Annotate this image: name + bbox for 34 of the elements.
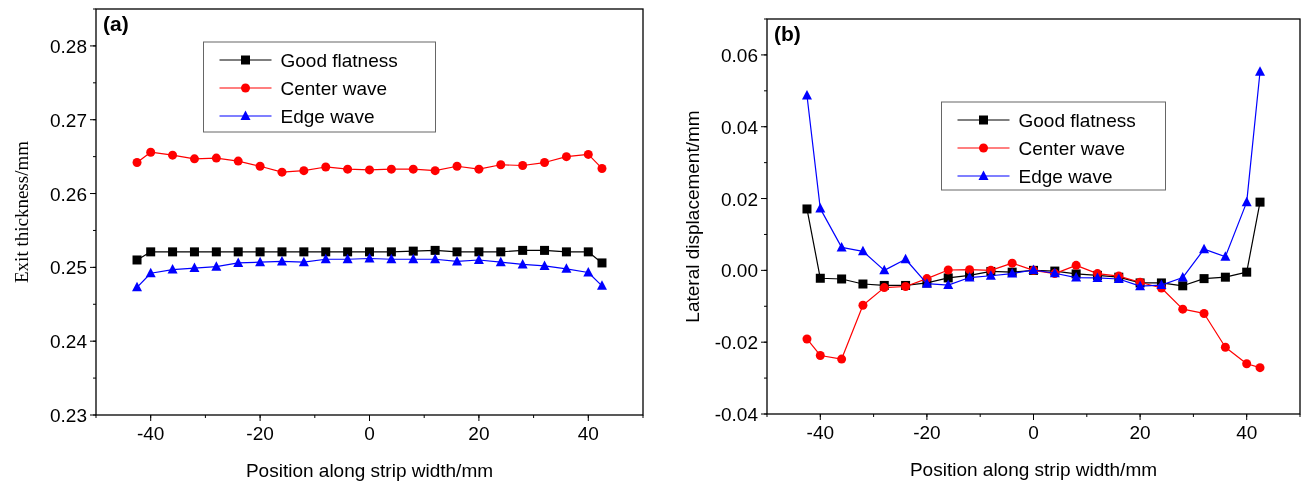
legend-label: Edge wave — [280, 106, 375, 127]
legend-label: Edge wave — [1018, 166, 1113, 187]
y-axis-title: Exit thickness/mm — [11, 140, 32, 283]
y-tick-label: 0.27 — [50, 109, 87, 131]
y-tick-label: 0.28 — [50, 35, 87, 57]
y-tick-label: 0.25 — [50, 257, 87, 279]
y-tick-label: 0.06 — [721, 44, 758, 66]
y-tick-label: -0.04 — [714, 404, 759, 425]
y-tick-label: 0.24 — [50, 331, 88, 353]
x-tick-label: 20 — [1129, 422, 1151, 443]
legend-label: Good flatness — [1018, 110, 1136, 131]
legend-label: Center wave — [1018, 138, 1126, 159]
chart-title: (a) — [103, 12, 129, 35]
x-tick-label: 40 — [577, 423, 599, 444]
y-tick-label: 0.04 — [721, 116, 759, 138]
y-tick-label: 0.02 — [721, 188, 758, 210]
x-tick-label: 0 — [364, 423, 375, 444]
legend-label: Center wave — [280, 78, 388, 99]
x-tick-label: -20 — [913, 422, 941, 443]
x-tick-label: 20 — [468, 423, 490, 444]
chart-title: (b) — [774, 22, 801, 45]
x-tick-label: -20 — [246, 423, 274, 444]
x-axis-title: Position along strip width/mm — [909, 459, 1158, 480]
y-tick-label: 0.26 — [50, 183, 87, 205]
x-tick-label: -40 — [806, 422, 835, 443]
legend-label: Good flatness — [280, 50, 398, 71]
x-tick-label: 40 — [1236, 422, 1258, 443]
x-axis-title: Position along strip width/mm — [245, 460, 494, 481]
y-axis-title: Lateral displacement/mm — [682, 110, 703, 323]
y-tick-label: 0.23 — [50, 405, 87, 426]
x-tick-label: 0 — [1028, 422, 1039, 443]
y-tick-label: 0.00 — [721, 260, 758, 282]
x-tick-label: -40 — [136, 423, 165, 444]
y-tick-label: -0.02 — [714, 332, 758, 354]
